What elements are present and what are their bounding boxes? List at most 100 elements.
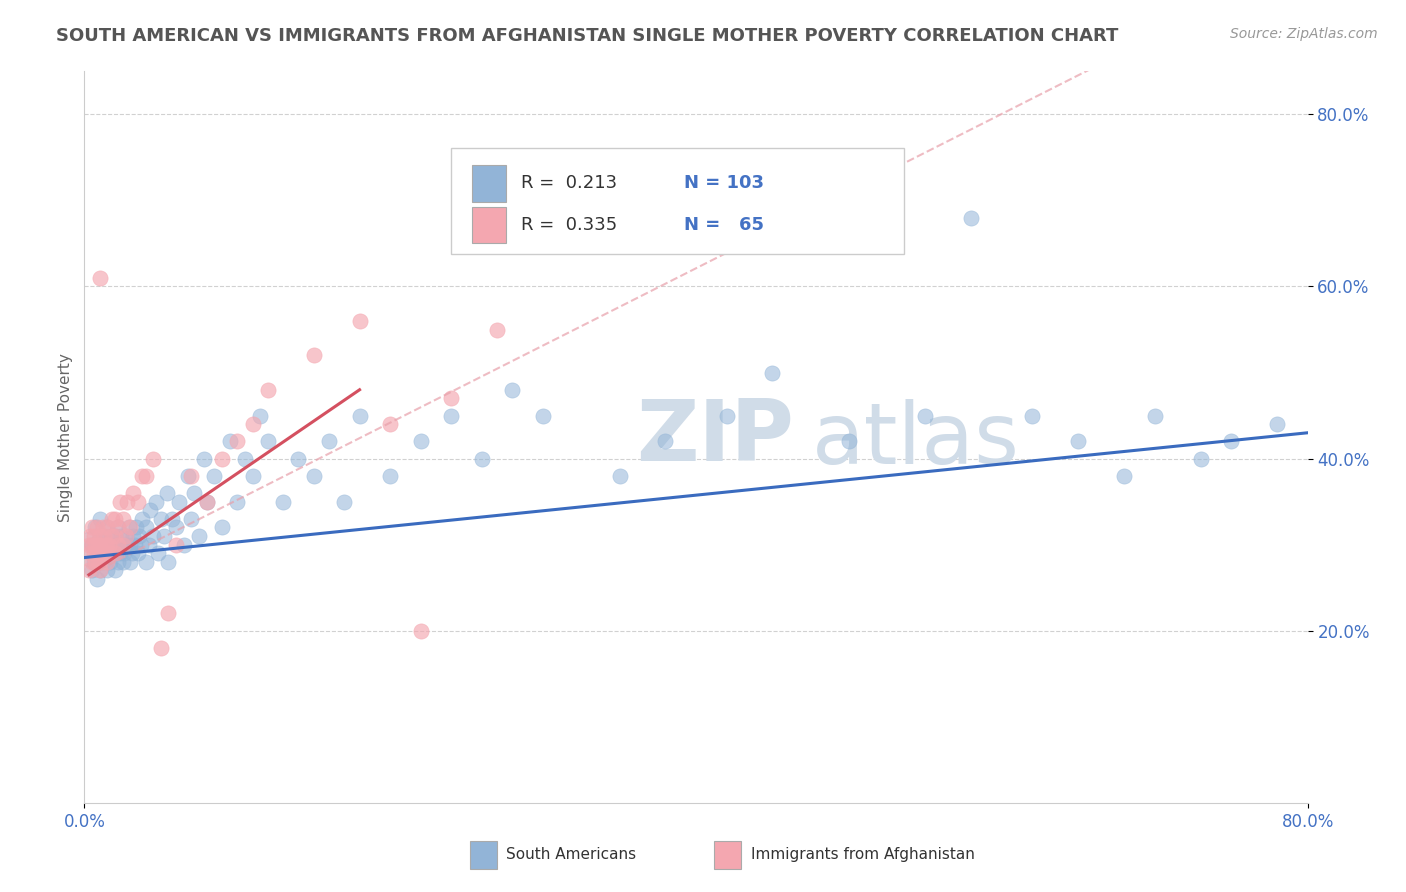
Point bbox=[149, 512, 172, 526]
Point bbox=[96, 520, 118, 534]
Point bbox=[138, 538, 160, 552]
Point bbox=[84, 520, 107, 534]
Point bbox=[89, 546, 111, 560]
Point bbox=[97, 538, 120, 552]
Point bbox=[91, 529, 114, 543]
Point bbox=[115, 494, 138, 508]
Point bbox=[103, 538, 125, 552]
Point bbox=[440, 392, 463, 406]
Point bbox=[93, 529, 115, 543]
Point bbox=[104, 564, 127, 578]
Point bbox=[531, 409, 554, 423]
Point bbox=[349, 314, 371, 328]
Point bbox=[318, 434, 340, 449]
Point bbox=[77, 538, 100, 552]
Point bbox=[167, 494, 190, 508]
Text: N =   65: N = 65 bbox=[683, 216, 763, 234]
Point bbox=[87, 546, 110, 560]
Point bbox=[287, 451, 309, 466]
Point bbox=[121, 546, 143, 560]
Point bbox=[93, 546, 115, 560]
Point bbox=[180, 512, 202, 526]
Point bbox=[89, 564, 111, 578]
Point bbox=[165, 520, 187, 534]
Point bbox=[101, 512, 124, 526]
Point bbox=[114, 529, 136, 543]
Point bbox=[129, 538, 152, 552]
Point bbox=[86, 520, 108, 534]
Point bbox=[98, 555, 121, 569]
Point bbox=[1114, 468, 1136, 483]
Point bbox=[89, 529, 111, 543]
Point bbox=[93, 546, 115, 560]
Point bbox=[110, 529, 132, 543]
Point bbox=[83, 529, 105, 543]
Point bbox=[89, 512, 111, 526]
Point bbox=[409, 624, 432, 638]
Point bbox=[107, 538, 129, 552]
Point bbox=[91, 520, 114, 534]
Point bbox=[111, 555, 134, 569]
Point bbox=[104, 529, 127, 543]
Point bbox=[94, 538, 117, 552]
Point bbox=[111, 512, 134, 526]
Point bbox=[135, 555, 157, 569]
Point bbox=[125, 520, 148, 534]
Point bbox=[226, 434, 249, 449]
Point bbox=[89, 538, 111, 552]
Point bbox=[105, 538, 128, 552]
Text: Immigrants from Afghanistan: Immigrants from Afghanistan bbox=[751, 847, 974, 863]
Point bbox=[101, 529, 124, 543]
Point bbox=[91, 538, 114, 552]
Point bbox=[120, 555, 142, 569]
Point bbox=[960, 211, 983, 225]
Point bbox=[107, 520, 129, 534]
Point bbox=[157, 607, 180, 621]
Point bbox=[96, 564, 118, 578]
Point bbox=[89, 564, 111, 578]
Point bbox=[89, 271, 111, 285]
Point bbox=[271, 494, 294, 508]
Y-axis label: Single Mother Poverty: Single Mother Poverty bbox=[58, 352, 73, 522]
Point bbox=[79, 529, 101, 543]
Point bbox=[77, 541, 100, 556]
Text: SOUTH AMERICAN VS IMMIGRANTS FROM AFGHANISTAN SINGLE MOTHER POVERTY CORRELATION : SOUTH AMERICAN VS IMMIGRANTS FROM AFGHAN… bbox=[56, 27, 1119, 45]
Point bbox=[654, 434, 676, 449]
Point bbox=[84, 538, 107, 552]
Point bbox=[111, 538, 134, 552]
Point bbox=[1189, 451, 1212, 466]
Point bbox=[127, 546, 149, 560]
Point bbox=[440, 409, 463, 423]
Bar bbox=[472, 165, 506, 202]
Point bbox=[111, 538, 134, 552]
Point bbox=[108, 494, 131, 508]
Point bbox=[502, 383, 524, 397]
Point bbox=[115, 538, 138, 552]
Point bbox=[120, 520, 142, 534]
Point bbox=[226, 494, 249, 508]
Point bbox=[180, 468, 202, 483]
Point bbox=[90, 546, 112, 560]
Text: R =  0.335: R = 0.335 bbox=[522, 216, 617, 234]
Point bbox=[249, 409, 271, 423]
Point bbox=[131, 468, 153, 483]
Point bbox=[107, 555, 129, 569]
Point bbox=[83, 546, 105, 560]
Point bbox=[165, 538, 187, 552]
Point bbox=[108, 546, 131, 560]
Point bbox=[1143, 409, 1166, 423]
Point bbox=[380, 417, 402, 432]
Text: ZIP: ZIP bbox=[636, 395, 794, 479]
Point bbox=[128, 529, 150, 543]
Point bbox=[471, 451, 494, 466]
Point bbox=[112, 546, 135, 560]
Point bbox=[124, 538, 146, 552]
Point bbox=[302, 348, 325, 362]
Bar bbox=[470, 841, 496, 869]
Point bbox=[87, 538, 110, 552]
Point bbox=[160, 512, 183, 526]
Point bbox=[107, 520, 129, 534]
Point bbox=[80, 555, 103, 569]
Point bbox=[80, 520, 103, 534]
Text: South Americans: South Americans bbox=[506, 847, 637, 863]
